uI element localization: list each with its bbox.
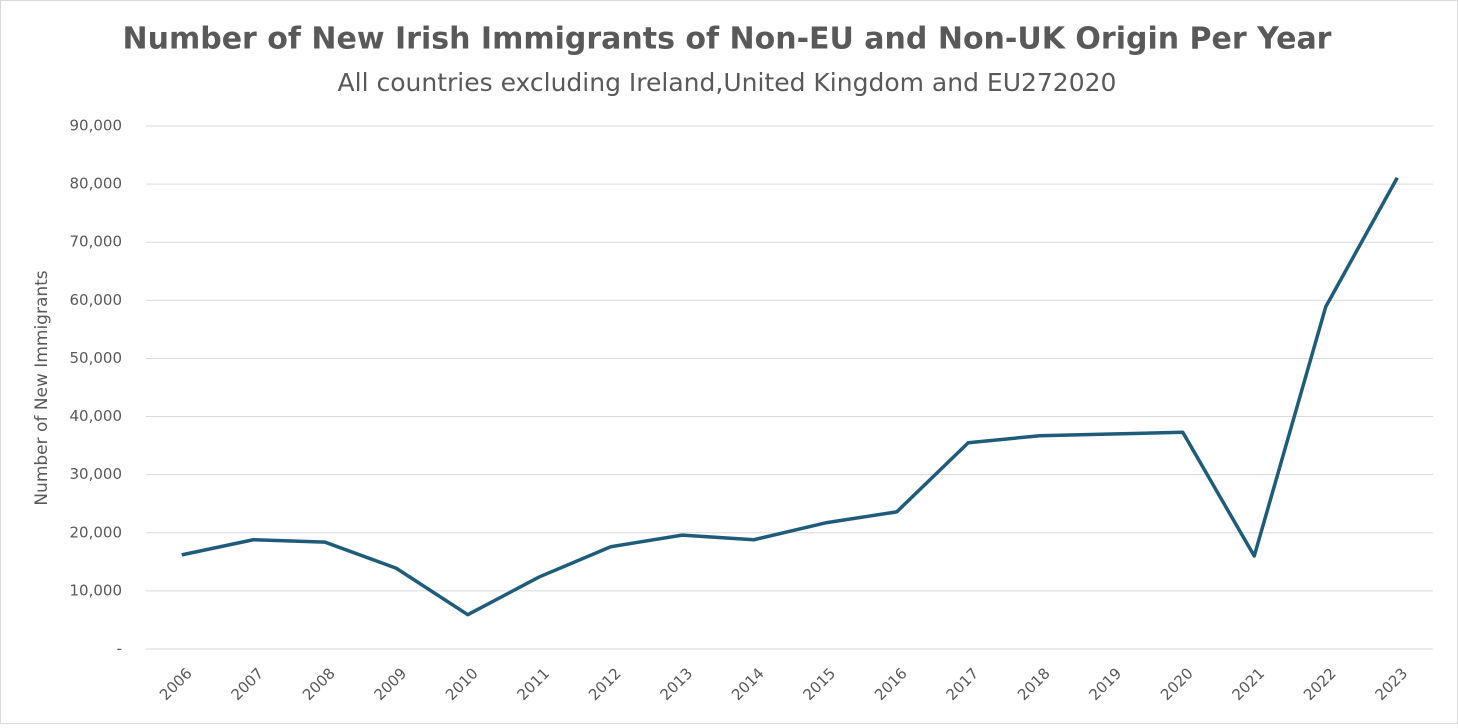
y-tick-label: 30,000 — [70, 465, 123, 483]
y-tick-label: 40,000 — [70, 407, 123, 425]
chart-subtitle: All countries excluding Ireland,United K… — [338, 68, 1117, 97]
y-tick-label: - — [117, 640, 122, 658]
data-line — [181, 176, 1399, 617]
y-tick-label: 70,000 — [70, 233, 123, 251]
y-axis-label: Number of New Immigrants — [32, 270, 52, 505]
y-tick-label: 50,000 — [70, 349, 123, 367]
y-tick-label: 10,000 — [70, 581, 123, 599]
y-tick-label: 90,000 — [70, 117, 123, 135]
chart-title: Number of New Irish Immigrants of Non-EU… — [123, 22, 1332, 57]
y-tick-label: 80,000 — [70, 175, 123, 193]
y-tick-label: 20,000 — [70, 523, 123, 541]
y-tick-label: 60,000 — [70, 291, 123, 309]
